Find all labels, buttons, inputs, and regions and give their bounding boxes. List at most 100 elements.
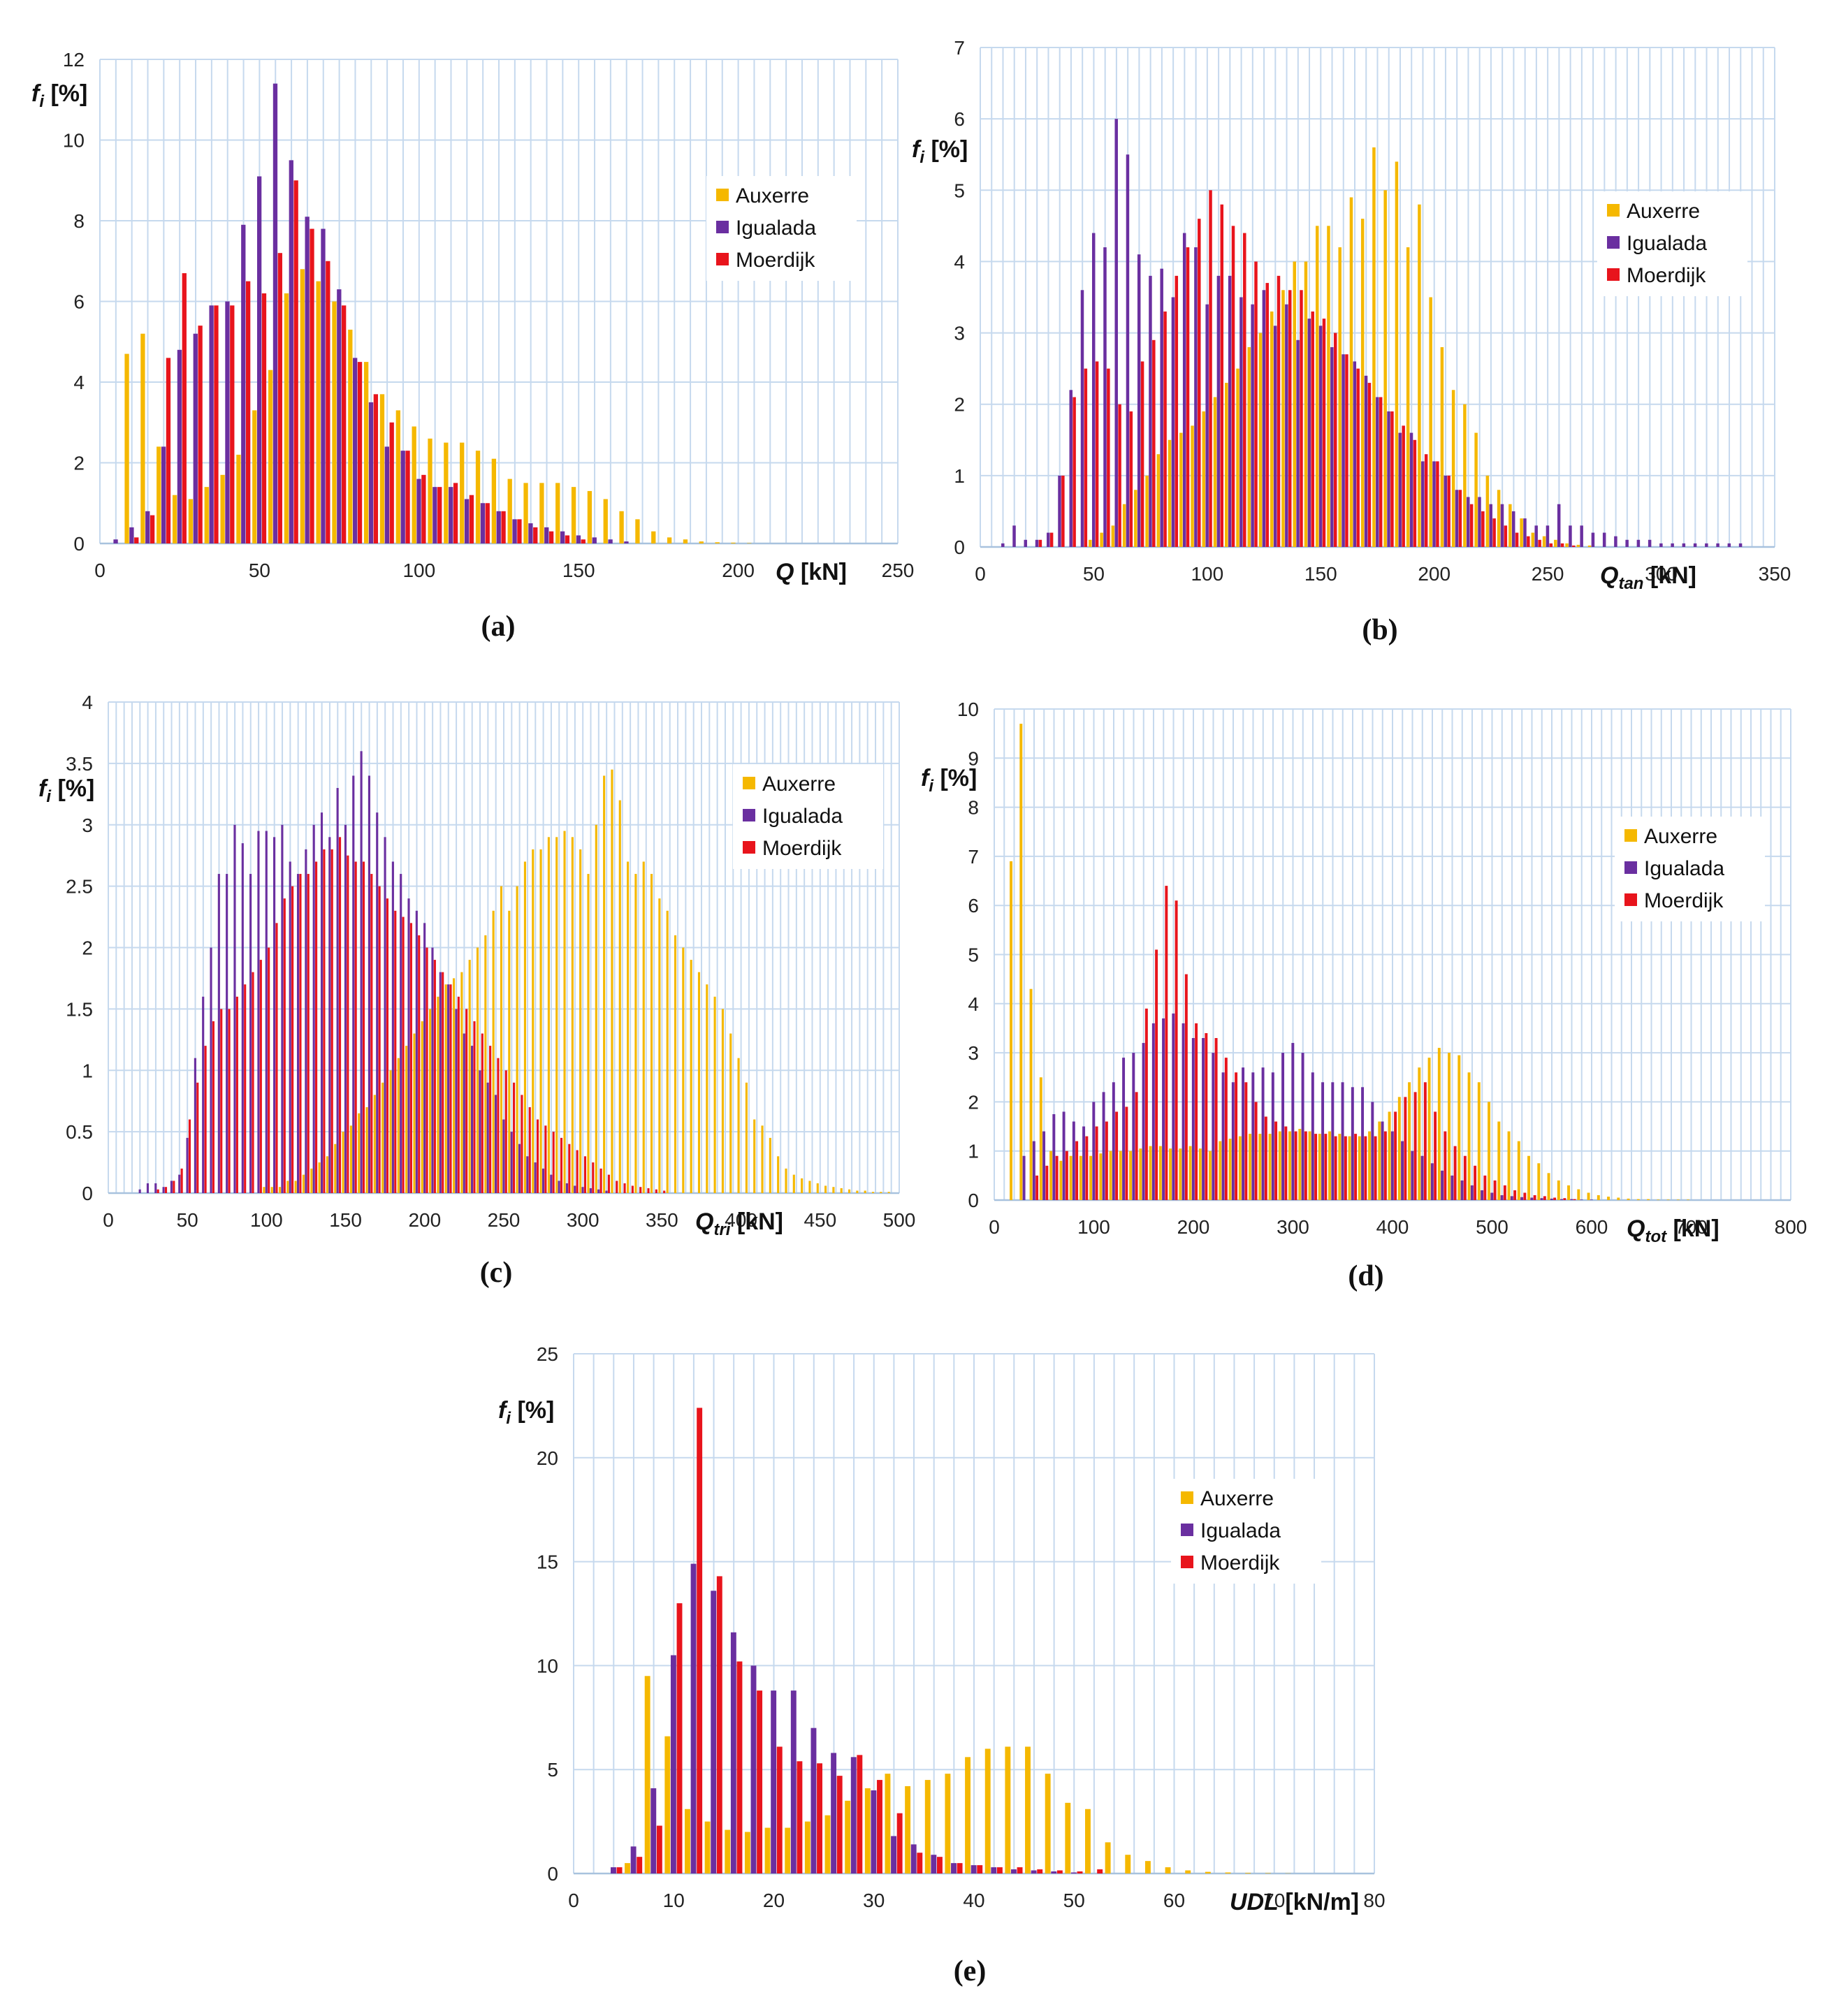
bar-auxerre xyxy=(965,1757,971,1873)
bar-auxerre xyxy=(539,849,542,1193)
bar-igualada xyxy=(1387,411,1390,547)
bar-moerdijk xyxy=(957,1863,963,1873)
bar-igualada xyxy=(597,1189,600,1193)
bar-igualada xyxy=(471,1046,474,1193)
bar-igualada xyxy=(217,874,220,1193)
bar-auxerre xyxy=(1395,161,1399,547)
bar-moerdijk xyxy=(1038,539,1042,547)
y-tick-label: 6 xyxy=(954,108,965,130)
bar-moerdijk xyxy=(1402,425,1405,547)
bar-auxerre xyxy=(587,490,592,543)
bar-moerdijk xyxy=(473,1021,476,1193)
x-tick-label: 100 xyxy=(1077,1216,1110,1238)
bar-moerdijk xyxy=(836,1776,843,1873)
y-tick-label: 1 xyxy=(968,1141,979,1162)
bar-moerdijk xyxy=(548,531,554,543)
bar-moerdijk xyxy=(1553,1197,1557,1200)
bar-moerdijk xyxy=(1474,1165,1477,1200)
bar-igualada xyxy=(1273,326,1277,547)
bar-auxerre xyxy=(1145,475,1149,547)
bar-igualada xyxy=(650,1788,657,1873)
bar-igualada xyxy=(1500,504,1504,547)
bar-igualada xyxy=(1420,1155,1424,1200)
bar-moerdijk xyxy=(1523,1192,1527,1200)
y-tick-label: 2 xyxy=(73,453,85,474)
bar-moerdijk xyxy=(373,394,379,543)
bar-igualada xyxy=(1682,543,1686,547)
chart-panel: 0 0.5 1 1.5 2 2.5 3 3.5 4 0 50 100 150 200 250 300 350 40… xyxy=(38,692,915,1289)
bar-moerdijk xyxy=(1533,1195,1536,1200)
bar-igualada xyxy=(145,511,150,543)
x-axis-label: UDL [kN/m] xyxy=(1230,1889,1359,1915)
bar-auxerre xyxy=(1209,1151,1212,1200)
y-tick-label: 0.5 xyxy=(66,1121,93,1143)
bar-auxerre xyxy=(373,1095,376,1193)
bar-auxerre xyxy=(603,499,608,543)
bar-moerdijk xyxy=(1073,397,1076,547)
bar-auxerre xyxy=(1557,1180,1560,1200)
bar-moerdijk xyxy=(1504,525,1508,547)
x-tick-label: 150 xyxy=(329,1209,362,1231)
series-auxerre xyxy=(1089,147,1592,547)
bar-igualada xyxy=(1281,1053,1285,1200)
bar-igualada xyxy=(1411,1151,1414,1200)
bar-igualada xyxy=(1092,1102,1096,1200)
bar-auxerre xyxy=(1258,333,1263,547)
bar-auxerre xyxy=(664,1736,671,1873)
bar-igualada xyxy=(1251,1072,1255,1200)
bar-moerdijk xyxy=(1244,1082,1248,1200)
y-tick-label: 9 xyxy=(968,747,979,769)
bar-auxerre xyxy=(1105,1842,1111,1873)
legend-label-moerdijk: Moerdijk xyxy=(1644,889,1724,912)
bar-igualada xyxy=(1341,1082,1344,1200)
bar-auxerre xyxy=(1025,1746,1031,1873)
bar-auxerre xyxy=(1531,532,1535,547)
bar-igualada xyxy=(328,837,331,1193)
bar-igualada xyxy=(1401,1141,1404,1200)
bar-igualada xyxy=(178,1174,181,1193)
legend-label-auxerre: Auxerre xyxy=(762,773,836,796)
bar-igualada xyxy=(1162,1018,1165,1200)
y-tick-label: 10 xyxy=(537,1655,558,1677)
bar-igualada xyxy=(1523,518,1527,547)
bar-igualada xyxy=(449,487,453,543)
bar-auxerre xyxy=(236,454,241,543)
bar-igualada xyxy=(750,1665,757,1873)
bar-moerdijk xyxy=(1383,1131,1387,1200)
x-tick-label: 350 xyxy=(1759,563,1791,585)
bar-igualada xyxy=(1591,532,1595,547)
y-tick-label: 0 xyxy=(82,1183,93,1204)
bar-moerdijk xyxy=(996,1867,1003,1873)
bar-igualada xyxy=(510,1132,513,1193)
bar-igualada xyxy=(1035,539,1039,547)
bar-auxerre xyxy=(1587,1192,1590,1200)
bar-auxerre xyxy=(342,1132,344,1193)
bar-moerdijk xyxy=(230,305,235,543)
bar-igualada xyxy=(730,1632,736,1873)
bar-moerdijk xyxy=(386,898,389,1193)
bar-auxerre xyxy=(864,1190,866,1193)
bar-auxerre xyxy=(1488,1102,1491,1200)
bar-igualada xyxy=(1239,297,1243,547)
bar-igualada xyxy=(790,1690,797,1873)
bar-auxerre xyxy=(1527,1155,1531,1200)
bar-igualada xyxy=(1602,532,1606,547)
bar-moerdijk xyxy=(616,1867,623,1873)
bar-igualada xyxy=(241,843,244,1193)
bar-auxerre xyxy=(1236,368,1239,547)
bar-igualada xyxy=(1216,275,1221,547)
bar-moerdijk xyxy=(469,495,474,543)
bar-auxerre xyxy=(1542,536,1546,547)
bar-auxerre xyxy=(1029,988,1033,1200)
bar-auxerre xyxy=(1304,261,1308,547)
bar-moerdijk xyxy=(1453,1146,1457,1200)
bar-auxerre xyxy=(563,831,566,1193)
x-tick-label: 40 xyxy=(963,1890,984,1911)
series-auxerre xyxy=(263,769,890,1193)
bar-auxerre xyxy=(1198,1148,1202,1200)
bar-moerdijk xyxy=(1140,361,1144,547)
bar-moerdijk xyxy=(1055,1155,1059,1200)
y-tick-label: 6 xyxy=(73,291,85,313)
bar-igualada xyxy=(233,824,236,1193)
bar-moerdijk xyxy=(338,837,342,1193)
